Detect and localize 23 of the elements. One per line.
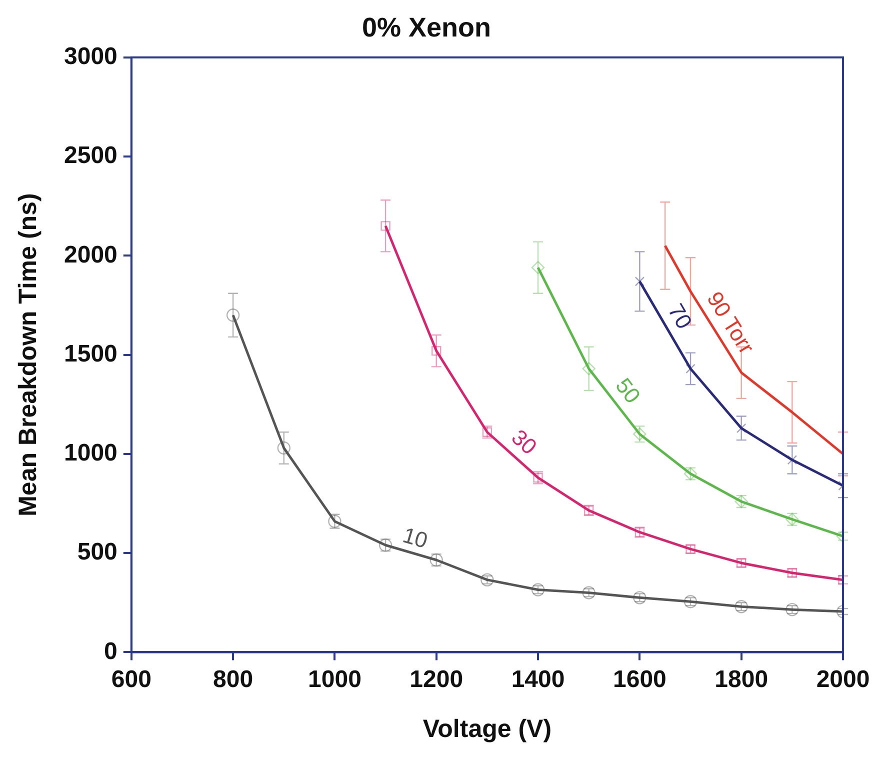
y-tick-label: 3000 (64, 43, 118, 70)
y-tick-label: 0 (104, 638, 118, 665)
x-tick-label: 1000 (308, 666, 362, 694)
text: 70 (663, 299, 698, 334)
y-tick-label: 1500 (64, 340, 118, 368)
y-tick-label: 500 (77, 538, 118, 566)
x-tick-label: 1400 (511, 666, 565, 694)
text: 90 Torr (702, 287, 760, 358)
y-tick-label: 2000 (64, 241, 118, 268)
chart-title: 0% Xenon (362, 12, 492, 43)
y-tick-label: 2500 (64, 142, 118, 170)
x-tick-label: 1200 (410, 666, 464, 694)
x-tick-label: 1600 (612, 666, 666, 694)
x-tick-label: 600 (111, 666, 152, 694)
text: 10 (400, 522, 431, 554)
text: 30 (506, 424, 542, 460)
x-tick-label: 1800 (714, 666, 768, 694)
x-tick-label: 800 (213, 666, 254, 694)
y-tick-label: 1000 (64, 440, 118, 467)
x-tick-label: 2000 (816, 666, 870, 694)
text: 50 (610, 373, 646, 408)
x-axis-title: Voltage (V) (422, 714, 552, 743)
y-axis-title: Mean Breakdown Time (ns) (14, 193, 42, 516)
